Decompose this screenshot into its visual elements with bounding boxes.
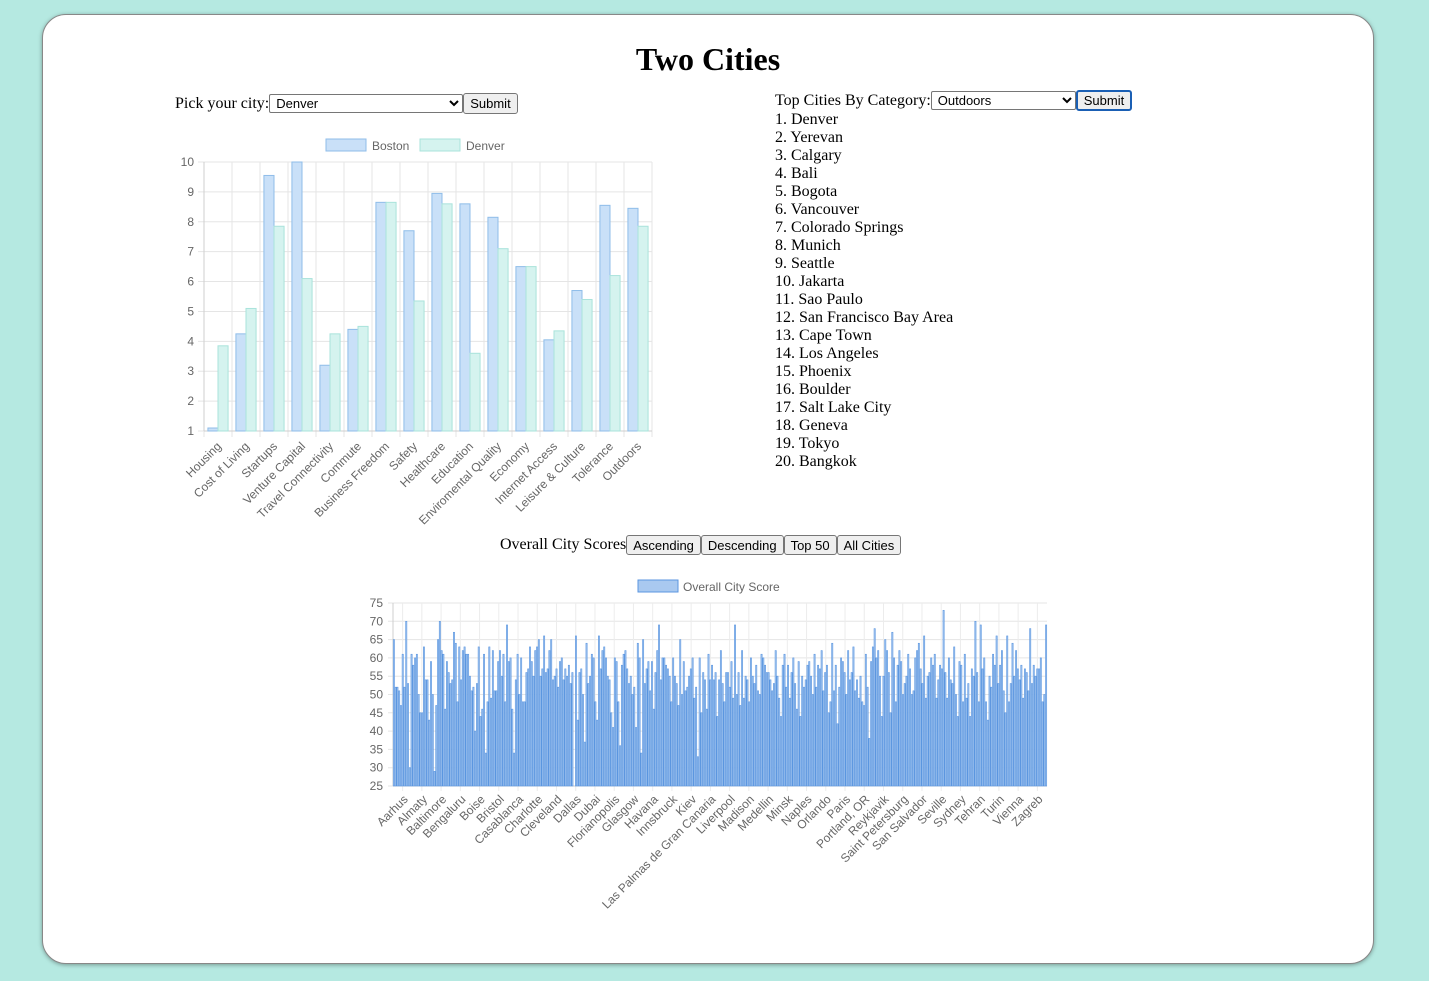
- city-select[interactable]: Denver: [269, 94, 464, 113]
- top-city-item: 18. Geneva: [775, 417, 848, 434]
- city-picker-label: Pick your city:: [175, 94, 270, 112]
- overall-scores-label: Overall City Scores: [500, 536, 627, 553]
- descending-button[interactable]: Descending: [700, 535, 784, 555]
- top-city-item: 11. Sao Paulo: [775, 291, 863, 308]
- top-cities-list: 1. Denver 2. Yerevan 3. Calgary 4. Bali 5. B…: [775, 111, 953, 471]
- top-city-item: 6. Vancouver: [775, 201, 860, 218]
- top-city-item: 15. Phoenix: [775, 363, 852, 380]
- top-city-item: 3. Calgary: [775, 147, 842, 164]
- city-picker: Pick your city: Denver Submit: [175, 93, 518, 114]
- top-city-item: 1. Denver: [775, 111, 839, 128]
- top-city-item: 13. Cape Town: [775, 327, 872, 344]
- city-submit-button[interactable]: Submit: [463, 93, 518, 114]
- category-select[interactable]: Outdoors: [930, 91, 1076, 110]
- top-50-button[interactable]: Top 50: [783, 535, 837, 555]
- overall-scores-controls: Overall City Scores Ascending Descending…: [500, 535, 902, 555]
- top-city-item: 14. Los Angeles: [775, 345, 879, 362]
- main-card: Two Cities: [42, 14, 1374, 964]
- category-submit-button[interactable]: Submit: [1075, 90, 1133, 111]
- top-city-item: 5. Bogota: [775, 183, 838, 200]
- top-city-item: 17. Salt Lake City: [775, 399, 892, 416]
- top-city-item: 10. Jakarta: [775, 273, 845, 290]
- top-city-item: 4. Bali: [775, 165, 818, 182]
- top-city-item: 9. Seattle: [775, 255, 835, 272]
- top-city-item: 2. Yerevan: [775, 129, 843, 146]
- top-city-item: 20. Bangkok: [775, 453, 857, 470]
- page-title: Two Cities: [635, 41, 781, 77]
- all-cities-button[interactable]: All Cities: [836, 535, 902, 555]
- top-city-item: 16. Boulder: [775, 381, 851, 398]
- top-city-item: 7. Colorado Springs: [775, 219, 904, 236]
- category-picker-label: Top Cities By Category:: [775, 91, 931, 109]
- top-city-item: 8. Munich: [775, 237, 841, 254]
- top-city-item: 19. Tokyo: [775, 435, 840, 452]
- ascending-button[interactable]: Ascending: [626, 535, 701, 555]
- category-picker: Top Cities By Category: Outdoors Submit: [775, 90, 1133, 111]
- top-city-item: 12. San Francisco Bay Area: [775, 309, 954, 326]
